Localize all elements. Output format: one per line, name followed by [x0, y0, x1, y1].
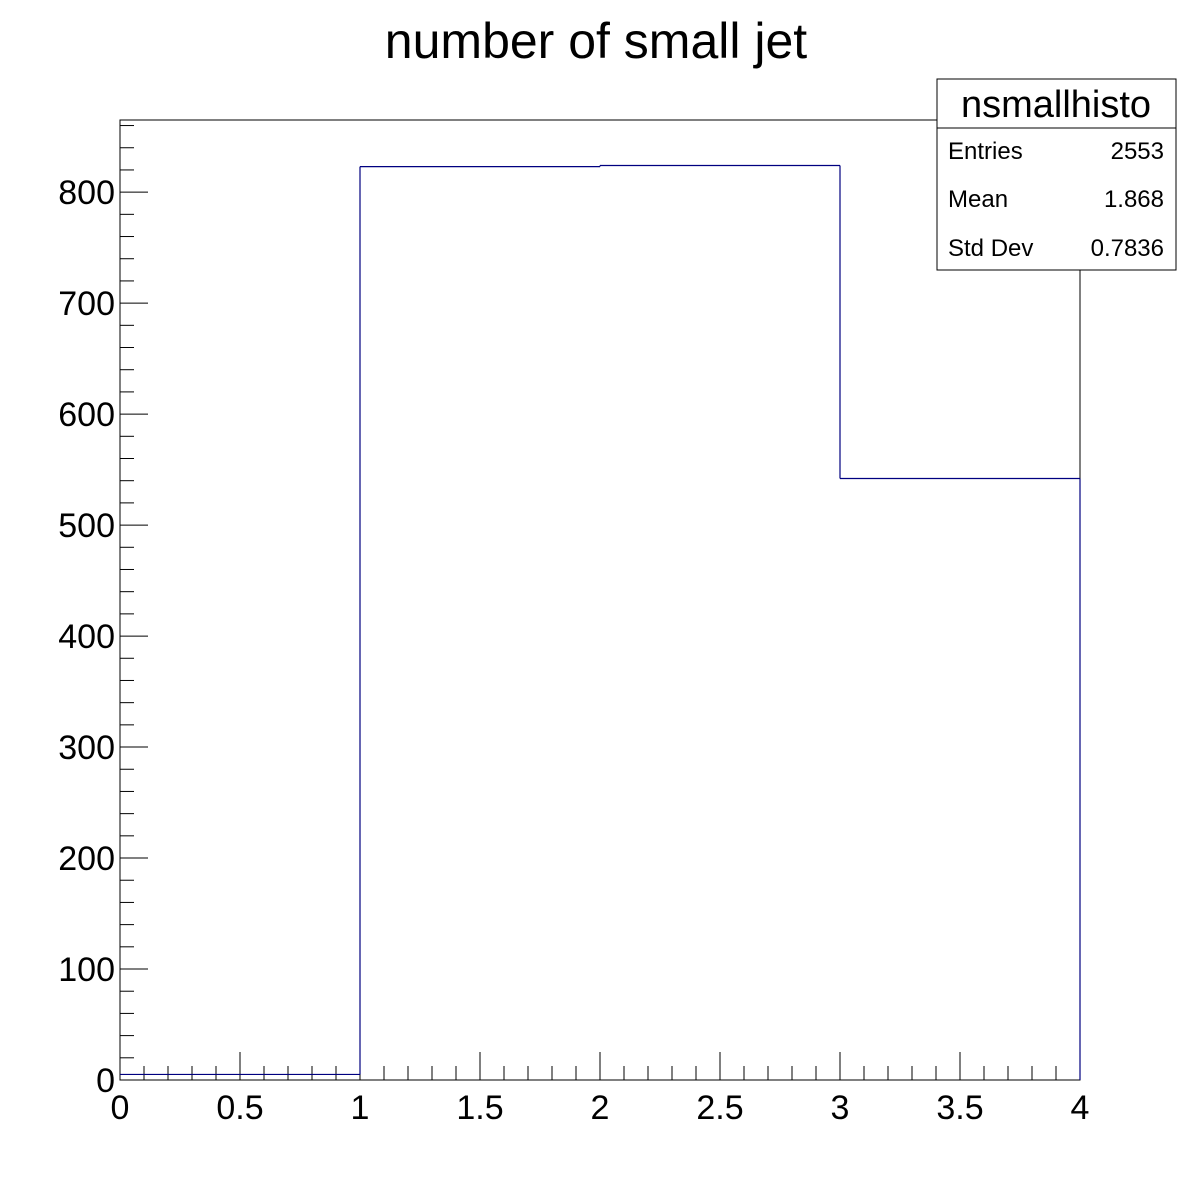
stats-mean-label: Mean: [948, 186, 1008, 213]
x-tick-label: 4: [1071, 1089, 1090, 1127]
x-tick-label: 1: [351, 1089, 370, 1127]
plot-frame: [120, 120, 1080, 1080]
y-tick-label: 200: [58, 840, 115, 878]
histogram-bars: [120, 166, 1080, 1080]
y-tick-label: 600: [58, 396, 115, 434]
x-tick-label: 0: [111, 1089, 130, 1127]
y-tick-label: 400: [58, 618, 115, 656]
y-tick-label: 500: [58, 507, 115, 545]
stats-stddev-value: 0.7836: [1091, 235, 1164, 262]
chart-title: number of small jet: [385, 13, 807, 69]
y-tick-label: 800: [58, 174, 115, 212]
x-axis: 0 0.5 1 1.5 2 2.5 3 3.5 4: [111, 1052, 1090, 1127]
x-tick-label: 2: [591, 1089, 610, 1127]
stats-stddev-label: Std Dev: [948, 235, 1033, 262]
y-tick-label: 300: [58, 729, 115, 767]
y-tick-label: 100: [58, 951, 115, 989]
x-tick-label: 1.5: [456, 1089, 503, 1127]
y-tick-label: 700: [58, 285, 115, 323]
stats-entries-label: Entries: [948, 138, 1023, 165]
x-tick-label: 0.5: [216, 1089, 263, 1127]
stats-box: nsmallhisto Entries 2553 Mean 1.868 Std …: [937, 79, 1176, 270]
stats-mean-value: 1.868: [1104, 186, 1164, 213]
stats-box-title: nsmallhisto: [961, 84, 1151, 126]
stats-entries-value: 2553: [1111, 138, 1164, 165]
x-tick-label: 3.5: [936, 1089, 983, 1127]
x-tick-label: 3: [831, 1089, 850, 1127]
x-tick-label: 2.5: [696, 1089, 743, 1127]
